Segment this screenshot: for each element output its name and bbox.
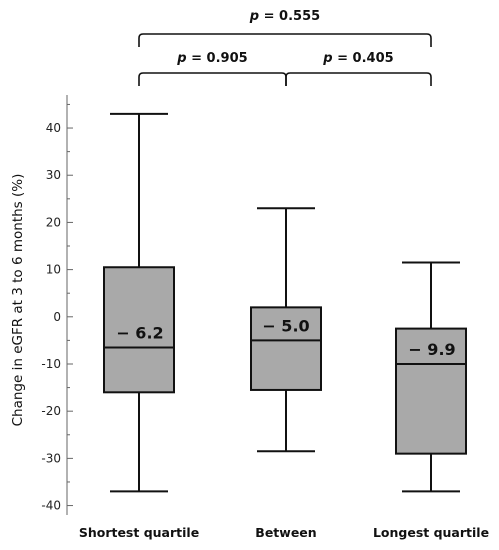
y-tick-label: 0 — [53, 310, 61, 324]
y-tick-label: -10 — [41, 357, 61, 371]
p-value: = 0.905 — [187, 51, 248, 66]
p-value-label: p = 0.555 — [249, 9, 320, 24]
category-label: Shortest quartile — [79, 525, 199, 540]
p-symbol: p — [176, 51, 186, 66]
bracket-line — [285, 72, 432, 86]
boxes: − 6.2 Shortest quartile − 5.0 Between − 9.9 L… — [79, 112, 489, 540]
median-label: − 5.0 — [262, 316, 309, 335]
median-label: − 9.9 — [408, 340, 455, 359]
y-tick-label: -30 — [41, 451, 61, 465]
iqr-box — [103, 266, 175, 394]
box-1: − 6.2 Shortest quartile — [79, 112, 199, 540]
comparison-bracket-3: p = 0.555 — [138, 9, 432, 47]
category-label: Between — [255, 525, 316, 540]
y-axis: 40 30 20 10 0 -10 -20 -30 -40 — [41, 95, 73, 515]
y-axis-title: Change in eGFR at 3 to 6 months (%) — [10, 174, 26, 427]
category-label: Longest quartile — [373, 525, 489, 540]
p-symbol: p — [322, 51, 332, 66]
p-value-label: p = 0.405 — [322, 51, 393, 66]
comparison-bracket-1: p = 0.905 — [138, 51, 287, 86]
iqr-box — [395, 327, 467, 455]
y-tick-label: 10 — [46, 263, 61, 277]
median-label: − 6.2 — [116, 323, 163, 342]
box-3: − 9.9 Longest quartile — [373, 261, 489, 540]
bracket-line — [138, 33, 432, 47]
bracket-line — [138, 72, 287, 86]
p-value: = 0.555 — [259, 9, 320, 24]
iqr-box — [250, 306, 322, 391]
y-tick-label: 40 — [46, 121, 61, 135]
p-symbol: p — [249, 9, 259, 24]
y-tick-label: -20 — [41, 404, 61, 418]
comparison-bracket-2: p = 0.405 — [285, 51, 432, 86]
p-value-label: p = 0.905 — [176, 51, 247, 66]
y-tick-label: 30 — [46, 168, 61, 182]
y-tick-label: -40 — [41, 499, 61, 513]
y-tick-label: 20 — [46, 215, 61, 229]
p-value: = 0.405 — [333, 51, 394, 66]
box-2: − 5.0 Between — [250, 207, 322, 540]
